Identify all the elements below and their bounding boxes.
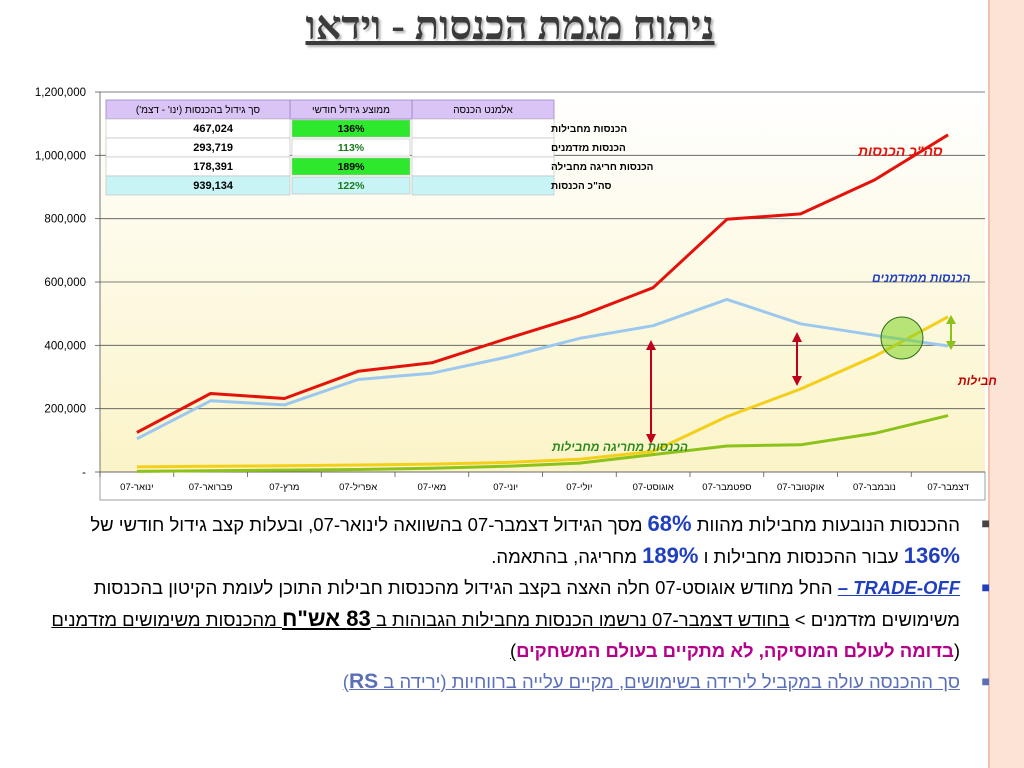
x-tick-label: אוגוסט-07 — [633, 482, 674, 493]
bullet-marker: ■ — [981, 673, 990, 689]
table-cell — [291, 157, 411, 176]
y-tick-label: 1,200,000 — [35, 87, 86, 99]
bullet-marker: ■ — [981, 515, 990, 531]
growth-summary-table: אלמנט הכנסה ממוצע גידול חודשי סך גידול בהכ… — [105, 99, 653, 196]
table-growth-value: 189% — [338, 161, 366, 173]
table-total-value: 939,134 — [193, 180, 234, 192]
series-label-total: סה"כ הכנסות — [857, 143, 943, 159]
table-cell — [105, 175, 291, 196]
x-tick-label: פברואר-07 — [189, 482, 233, 493]
table-row-label: סה"כ הכנסות — [551, 181, 611, 192]
table-cell — [291, 119, 411, 138]
x-tick-label: ינואר-07 — [120, 482, 153, 493]
table-growth-value: 113% — [338, 142, 365, 154]
y-tick-label: 600,000 — [44, 277, 86, 289]
table-row-label: הכנסות מזדמנים — [551, 143, 626, 154]
x-tick-label: מאי-07 — [418, 482, 447, 493]
insight-2: ■ TRADE-OFF – החל מחודש אוגוסט-07 חלה הא… — [30, 572, 990, 666]
insight-3: ■ סך ההכנסה עולה במקביל לירידה בשימושים,… — [30, 666, 990, 697]
gap-arrow-october — [792, 332, 802, 386]
y-tick-label: 800,000 — [44, 214, 86, 226]
x-tick-label: נובמבר-07 — [853, 482, 896, 493]
table-cell — [411, 175, 555, 196]
series-label-occasional: הכנסות ממזדמנים — [872, 271, 970, 285]
series-line-1 — [136, 297, 949, 441]
table-header-text: סך גידול בהכנסות (ינו' - דצמ') — [136, 104, 261, 116]
table-cell — [411, 118, 555, 139]
table-growth-value: 122% — [338, 180, 366, 192]
table-total-value: 293,719 — [193, 142, 233, 154]
x-tick-label: יוני-07 — [493, 482, 518, 493]
series-line-2 — [136, 315, 949, 469]
table-cell — [291, 138, 411, 157]
series-line-0 — [136, 133, 949, 434]
page-title: ניתוח מגמת הכנסות - וידאו — [305, 3, 715, 48]
x-tick-label: אוקטובר-07 — [777, 482, 824, 493]
insight-1: ■ ההכנסות הנובעות מחבילות מהוות 68% מסך … — [30, 508, 990, 572]
x-tick-label: אפריל-07 — [339, 481, 377, 493]
decorative-side-stripe — [988, 0, 1024, 768]
gap-arrow-december — [946, 315, 956, 350]
series-line-3 — [136, 414, 949, 473]
table-row-label: הכנסות חריגה מחבילה — [551, 161, 653, 173]
table-cell — [411, 137, 555, 158]
insights-list: ■ ההכנסות הנובעות מחבילות מהוות 68% מסך … — [30, 508, 990, 697]
table-header-text: אלמנט הכנסה — [453, 104, 513, 116]
x-tick-label: ספטמבר-07 — [702, 482, 751, 493]
x-tick-label: יולי-07 — [566, 481, 592, 493]
crossover-highlight-circle — [880, 316, 924, 360]
table-header-text: ממוצע גידול חודשי — [312, 104, 390, 116]
y-tick-label: 1,000,000 — [35, 150, 86, 162]
table-growth-value: 136% — [338, 123, 366, 135]
bullet-marker: ■ — [981, 579, 990, 595]
table-row-label: הכנסות מחבילות — [551, 123, 627, 135]
x-tick-label: דצמבר-07 — [927, 482, 968, 493]
revenue-trend-chart: - 200,000 400,000 600,000 800,000 1,000,000 1,… — [35, 87, 1000, 501]
y-tick-label: - — [82, 467, 86, 479]
y-tick-label: 200,000 — [44, 404, 86, 416]
series-label-overage: הכנסות מחריגה מחבילות — [551, 440, 688, 454]
table-cell — [411, 156, 555, 177]
gap-arrow-august — [646, 340, 656, 444]
x-tick-label: מרץ-07 — [269, 482, 299, 493]
series-label-packages: הכנסות RC - חבילות — [957, 374, 1000, 388]
table-cell — [291, 176, 411, 195]
table-total-value: 178,391 — [193, 161, 233, 173]
y-tick-label: 400,000 — [44, 340, 86, 352]
table-total-value: 467,024 — [193, 123, 234, 135]
